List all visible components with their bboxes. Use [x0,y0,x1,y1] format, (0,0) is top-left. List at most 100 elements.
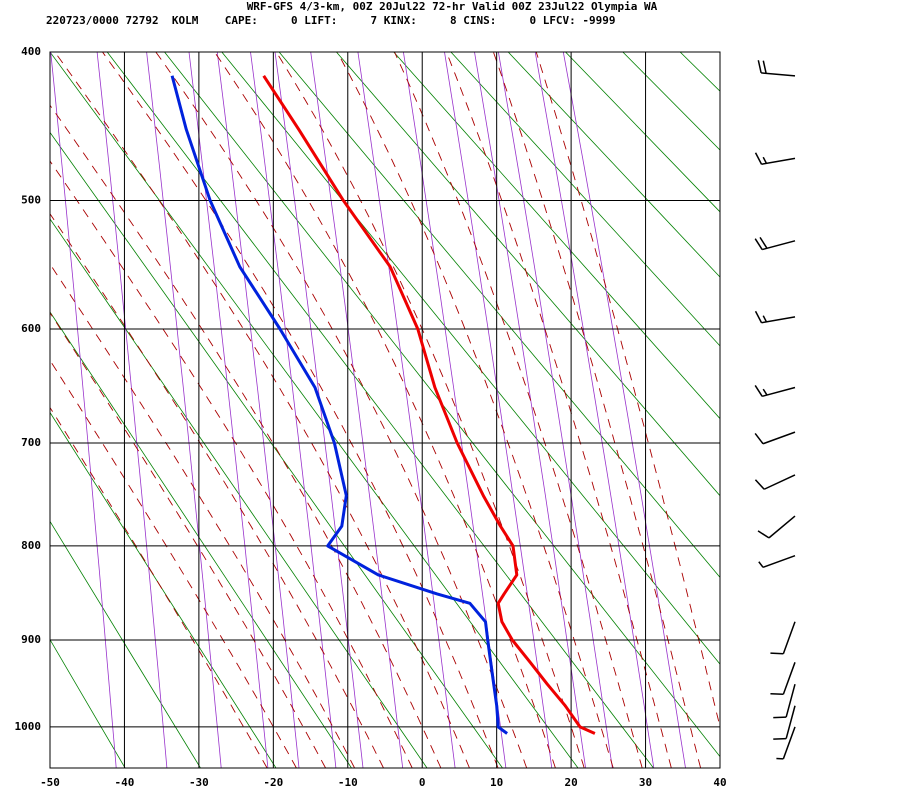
mixing-ratio-line [274,52,364,768]
x-tick-label: -40 [115,776,135,789]
y-tick-label: 700 [21,436,41,449]
moist-adiabat [54,52,470,768]
mixing-ratio-line [534,52,655,768]
dry-adiabat [50,218,428,768]
moist-adiabat [50,104,442,768]
y-tick-label: 800 [21,539,41,552]
moist-adiabat [50,213,384,768]
wind-barb [757,515,796,539]
mixing-ratio-line [188,52,269,768]
chart-title: WRF-GFS 4/3-km, 00Z 20Jul22 72-hr Valid … [247,0,658,13]
mixing-ratio-line [498,52,613,768]
mixing-ratio-line [216,52,300,768]
barb-shaft [762,431,796,445]
wind-barb [754,474,796,490]
barb-shaft [761,316,796,324]
barb-shaft [763,474,796,490]
y-tick-label: 1000 [15,720,42,733]
y-tick-label: 900 [21,633,41,646]
barb-feather [762,60,767,74]
barb-feather [773,737,787,740]
dry-adiabat [50,311,352,768]
barb-feather [758,561,764,568]
y-tick-label: 600 [21,322,41,335]
x-tick-label: 10 [490,776,503,789]
mixing-ratio-line [562,52,686,768]
x-tick-label: 40 [713,776,726,789]
dry-adiabat [507,52,720,278]
moist-adiabat [102,52,499,768]
wind-barb [773,705,796,740]
barb-shaft [782,621,796,654]
dry-adiabat [50,638,126,768]
moist-adiabat [50,359,297,768]
y-tick-label: 400 [21,45,41,58]
barb-feather [754,238,763,250]
x-tick-label: -20 [263,776,283,789]
x-tick-label: -30 [189,776,209,789]
barb-shaft [761,386,796,398]
mixing-ratio-line [250,52,337,768]
x-tick-label: 0 [419,776,426,789]
wind-barb [758,554,796,568]
barb-shaft [782,726,796,760]
moist-adiabat [214,52,556,768]
wind-barb [770,662,796,696]
wind-barb [754,236,796,251]
wind-barb [754,431,796,445]
barb-feather [754,479,765,490]
barb-shaft [768,515,796,539]
mixing-ratio-line [96,52,168,768]
barb-feather [770,652,784,655]
barb-feather [762,156,768,164]
barb-shaft [785,705,796,739]
wind-barb [776,726,796,760]
barb-shaft [761,157,796,165]
barb-feather [762,388,768,396]
moist-adiabat [535,52,720,729]
x-tick-label: -10 [338,776,358,789]
dry-adiabat [50,520,201,768]
x-tick-label: 20 [564,776,577,789]
moist-adiabat [50,160,413,768]
x-tick-label: -50 [40,776,60,789]
temperature-line [262,74,596,735]
dewpoint-line [170,75,508,735]
moist-adiabat [275,52,585,768]
mixing-ratio-line [146,52,222,768]
barb-feather [754,385,763,397]
mixing-ratio-line [444,52,553,768]
barb-feather [757,530,770,539]
dry-adiabat [278,52,720,578]
barb-feather [754,310,763,324]
barb-shaft [761,72,796,77]
wind-barb [773,684,796,719]
wind-barb [770,621,796,655]
moist-adiabat [492,52,702,768]
barb-feather [762,315,768,323]
barb-shaft [761,240,796,251]
barb-feather [757,60,762,74]
wind-barb [757,60,796,77]
dry-adiabat [450,52,720,347]
wind-barb [754,385,796,398]
barb-feather [773,716,787,719]
barb-feather [754,152,763,165]
mixing-ratio-line [474,52,586,768]
x-tick-label: 30 [639,776,652,789]
dry-adiabat [106,52,654,768]
mixing-ratio-line [310,52,404,768]
barb-shaft [782,662,796,695]
moist-adiabat [394,52,643,768]
y-tick-label: 500 [21,193,41,206]
wind-barb [754,310,796,324]
moist-adiabat [50,312,326,768]
barb-feather [770,692,784,696]
dry-adiabat [393,52,720,420]
wind-barb [754,152,796,165]
barb-shaft [785,684,796,718]
barb-feather [754,433,764,445]
chart-subtitle: 220723/0000 72792 KOLM CAPE: 0 LIFT: 7 K… [46,14,616,27]
